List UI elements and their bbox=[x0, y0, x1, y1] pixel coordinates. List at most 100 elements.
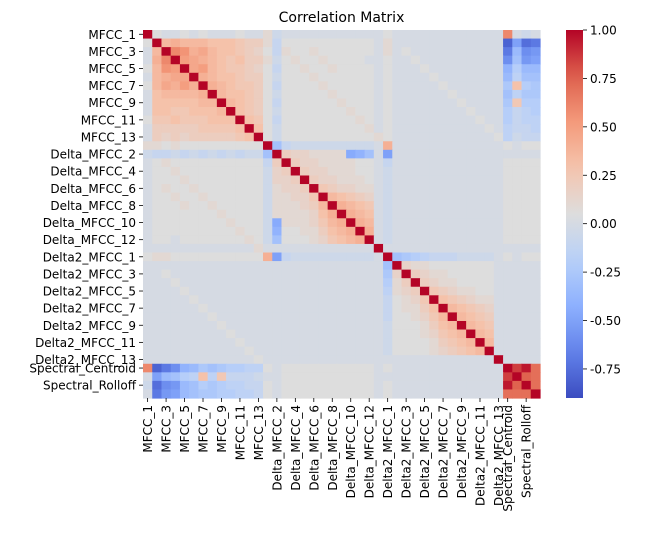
heatmap-cell bbox=[484, 389, 495, 399]
heatmap-cell bbox=[484, 235, 495, 245]
heatmap-cell bbox=[161, 269, 172, 279]
heatmap-cell bbox=[179, 286, 190, 296]
heatmap-cell bbox=[309, 312, 320, 322]
heatmap-cell bbox=[152, 380, 163, 391]
heatmap-cell bbox=[281, 72, 292, 82]
heatmap-cell bbox=[512, 320, 523, 331]
heatmap-cell bbox=[318, 278, 329, 288]
heatmap-cell bbox=[364, 380, 375, 391]
heatmap-cell bbox=[493, 303, 504, 314]
heatmap-cell bbox=[189, 355, 199, 365]
heatmap-cell bbox=[336, 64, 347, 74]
heatmap-cell bbox=[263, 243, 273, 254]
heatmap-cell bbox=[143, 320, 153, 331]
heatmap-cell bbox=[512, 312, 523, 322]
heatmap-cell bbox=[512, 218, 523, 228]
heatmap-cell bbox=[346, 107, 356, 117]
heatmap-cell bbox=[521, 295, 532, 305]
heatmap-cell bbox=[493, 38, 504, 48]
heatmap-cell bbox=[263, 355, 273, 365]
heatmap-cell bbox=[355, 380, 366, 391]
heatmap-cell bbox=[235, 329, 246, 339]
heatmap-cell bbox=[272, 115, 283, 125]
heatmap-cell bbox=[493, 261, 504, 271]
heatmap-cell bbox=[290, 55, 301, 65]
heatmap-cell bbox=[466, 320, 476, 331]
heatmap-cell bbox=[521, 346, 532, 356]
heatmap-cell bbox=[161, 261, 172, 271]
heatmap-cell bbox=[419, 243, 430, 254]
heatmap-cell bbox=[530, 355, 541, 365]
heatmap-cell bbox=[466, 30, 476, 40]
heatmap-cell bbox=[466, 372, 476, 382]
heatmap-cell bbox=[226, 389, 236, 399]
heatmap-cell bbox=[198, 252, 209, 262]
heatmap-cell bbox=[383, 346, 393, 356]
heatmap-cell bbox=[503, 218, 513, 228]
heatmap-cell bbox=[484, 124, 495, 134]
heatmap-cell bbox=[281, 209, 292, 219]
heatmap-cell bbox=[253, 98, 264, 108]
heatmap-cell bbox=[364, 149, 375, 159]
heatmap-cell bbox=[216, 98, 227, 108]
heatmap-cell bbox=[327, 355, 338, 365]
heatmap-cell bbox=[383, 55, 393, 65]
heatmap-cell bbox=[447, 149, 458, 159]
heatmap-cell bbox=[438, 346, 449, 356]
heatmap-cell bbox=[383, 295, 393, 305]
heatmap-cell bbox=[235, 98, 246, 108]
heatmap-cell bbox=[170, 286, 181, 296]
heatmap-cell bbox=[521, 209, 532, 219]
heatmap-cell bbox=[272, 72, 283, 82]
heatmap-cell bbox=[364, 38, 375, 48]
heatmap-cell bbox=[466, 115, 476, 125]
heatmap-cell bbox=[272, 81, 283, 91]
heatmap-cell bbox=[503, 192, 513, 202]
heatmap-cell bbox=[290, 389, 301, 399]
x-tick-label: MFCC_5 bbox=[178, 405, 192, 453]
heatmap-cell bbox=[336, 278, 347, 288]
heatmap-cell bbox=[235, 166, 246, 177]
heatmap-cell bbox=[456, 141, 467, 151]
heatmap-cell bbox=[290, 286, 301, 296]
heatmap-cell bbox=[299, 243, 310, 254]
heatmap-cell bbox=[216, 218, 227, 228]
heatmap-cell bbox=[466, 355, 476, 365]
heatmap-cell bbox=[152, 269, 163, 279]
heatmap-cell bbox=[346, 320, 356, 331]
heatmap-cell bbox=[383, 192, 393, 202]
heatmap-cell bbox=[216, 30, 227, 40]
heatmap-cell bbox=[392, 55, 403, 65]
heatmap-cell bbox=[355, 363, 366, 373]
heatmap-cell bbox=[290, 132, 301, 142]
heatmap-cell bbox=[189, 286, 199, 296]
heatmap-cell bbox=[143, 115, 153, 125]
heatmap-cell bbox=[253, 243, 264, 254]
heatmap-cell bbox=[484, 55, 495, 65]
heatmap-cell bbox=[530, 389, 541, 399]
heatmap-cell bbox=[309, 380, 320, 391]
heatmap-cell bbox=[235, 380, 246, 391]
heatmap-cell bbox=[392, 64, 403, 74]
heatmap-cell bbox=[189, 209, 199, 219]
heatmap-cell bbox=[364, 184, 375, 194]
heatmap-cell bbox=[429, 192, 440, 202]
heatmap-cell bbox=[438, 295, 449, 305]
heatmap-cell bbox=[290, 201, 301, 211]
heatmap-cell bbox=[383, 252, 393, 262]
heatmap-cell bbox=[336, 184, 347, 194]
heatmap-cell bbox=[503, 295, 513, 305]
heatmap-cell bbox=[189, 184, 199, 194]
heatmap-cell bbox=[179, 218, 190, 228]
heatmap-cell bbox=[512, 184, 523, 194]
heatmap-cell bbox=[521, 149, 532, 159]
heatmap-cell bbox=[309, 243, 320, 254]
heatmap-cell bbox=[253, 149, 264, 159]
heatmap-cell bbox=[272, 184, 283, 194]
y-tick-label: MFCC_11 bbox=[81, 113, 136, 127]
heatmap-cell bbox=[447, 55, 458, 65]
heatmap-cell bbox=[429, 261, 440, 271]
heatmap-cell bbox=[484, 286, 495, 296]
heatmap-cell bbox=[438, 226, 449, 236]
heatmap-cell bbox=[170, 278, 181, 288]
